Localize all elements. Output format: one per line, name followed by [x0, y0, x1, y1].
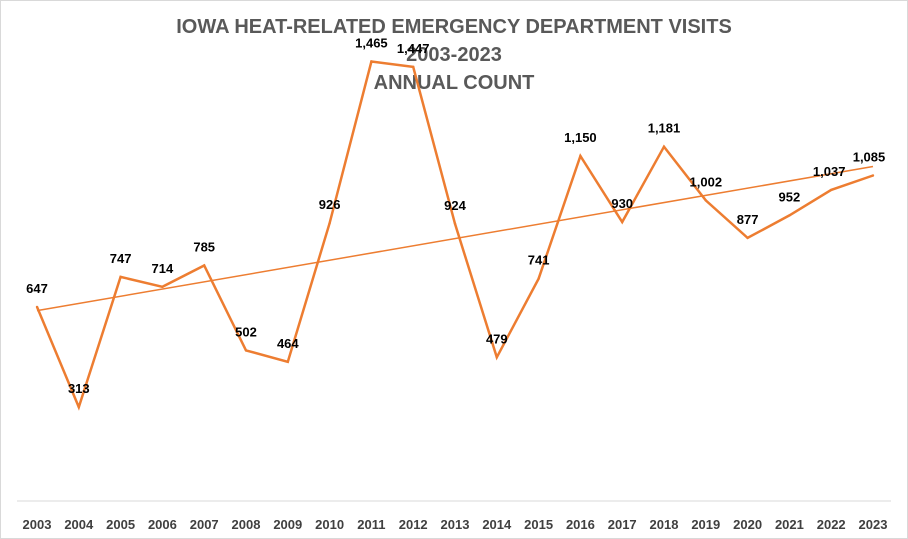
x-tick-label-2021: 2021: [775, 517, 804, 532]
data-point-2020: [746, 236, 749, 240]
x-tick-label-2014: 2014: [482, 517, 512, 532]
x-tick-label-2004: 2004: [64, 517, 94, 532]
x-tick-label-2022: 2022: [817, 517, 846, 532]
data-point-2015: [537, 277, 540, 280]
data-label-2020: 877: [737, 212, 759, 227]
x-tick-label-2010: 2010: [315, 517, 344, 532]
data-label-2003: 647: [26, 281, 48, 296]
data-point-2017: [621, 220, 624, 224]
data-point-2021: [788, 214, 791, 217]
chart-title-line-2: 2003-2023: [406, 44, 502, 66]
data-point-2012: [412, 65, 415, 69]
data-label-2011: 1,465: [355, 36, 388, 51]
data-point-2016: [579, 154, 582, 158]
data-label-2014: 479: [486, 331, 508, 346]
x-tick-label-2023: 2023: [859, 517, 888, 532]
data-label-2017: 930: [611, 196, 633, 211]
data-point-2013: [453, 222, 457, 225]
x-tick-label-2008: 2008: [232, 517, 261, 532]
data-label-2013: 924: [444, 198, 466, 213]
x-tick-label-2017: 2017: [608, 517, 637, 532]
data-point-2006: [161, 285, 164, 288]
data-label-2005: 747: [110, 251, 132, 266]
data-label-2019: 1,002: [690, 174, 723, 189]
data-point-2009: [286, 360, 289, 363]
data-label-2007: 785: [193, 240, 215, 255]
data-label-2021: 952: [779, 189, 801, 204]
x-tick-label-2005: 2005: [106, 517, 135, 532]
trendline: [36, 165, 874, 312]
chart-title-line-1: IOWA HEAT-RELATED EMERGENCY DEPARTMENT V…: [176, 16, 732, 38]
series-line: [35, 60, 874, 411]
data-label-2016: 1,150: [564, 130, 597, 145]
x-tick-label-2009: 2009: [273, 517, 302, 532]
x-tick-label-2015: 2015: [524, 517, 553, 532]
x-tick-label-2006: 2006: [148, 517, 177, 532]
data-label-2009: 464: [277, 336, 299, 351]
x-tick-label-2016: 2016: [566, 517, 595, 532]
data-point-2019: [704, 199, 707, 202]
data-label-2004: 313: [68, 381, 90, 396]
data-point-2011: [370, 60, 373, 63]
data-label-2006: 714: [152, 261, 174, 276]
x-tick-label-2012: 2012: [399, 517, 428, 532]
data-point-2004: [77, 405, 81, 409]
data-label-2022: 1,037: [813, 164, 846, 179]
data-label-2012: 1,447: [397, 41, 430, 56]
x-tick-label-2018: 2018: [650, 517, 679, 532]
data-point-2007: [203, 264, 206, 267]
x-tick-label-2020: 2020: [733, 517, 762, 532]
data-point-2022: [830, 188, 833, 192]
data-point-2014: [495, 356, 498, 359]
data-point-2003: [35, 305, 39, 309]
data-label-2010: 926: [319, 197, 341, 212]
x-tick-label-2003: 2003: [23, 517, 52, 532]
data-point-2005: [119, 275, 122, 279]
data-point-2008: [244, 349, 248, 352]
chart-title: IOWA HEAT-RELATED EMERGENCY DEPARTMENT V…: [1, 13, 907, 97]
chart-title-line-3: ANNUAL COUNT: [373, 72, 535, 94]
data-point-2010: [328, 222, 331, 225]
data-label-2015: 741: [528, 253, 550, 268]
data-label-2008: 502: [235, 324, 257, 339]
data-label-2018: 1,181: [648, 121, 681, 136]
x-tick-label-2019: 2019: [691, 517, 720, 532]
data-point-2023: [871, 174, 875, 177]
data-point-2018: [662, 145, 666, 148]
data-label-2023: 1,085: [853, 150, 886, 165]
x-tick-label-2011: 2011: [357, 517, 385, 532]
x-tick-label-2013: 2013: [441, 517, 470, 532]
x-tick-label-2007: 2007: [190, 517, 219, 532]
